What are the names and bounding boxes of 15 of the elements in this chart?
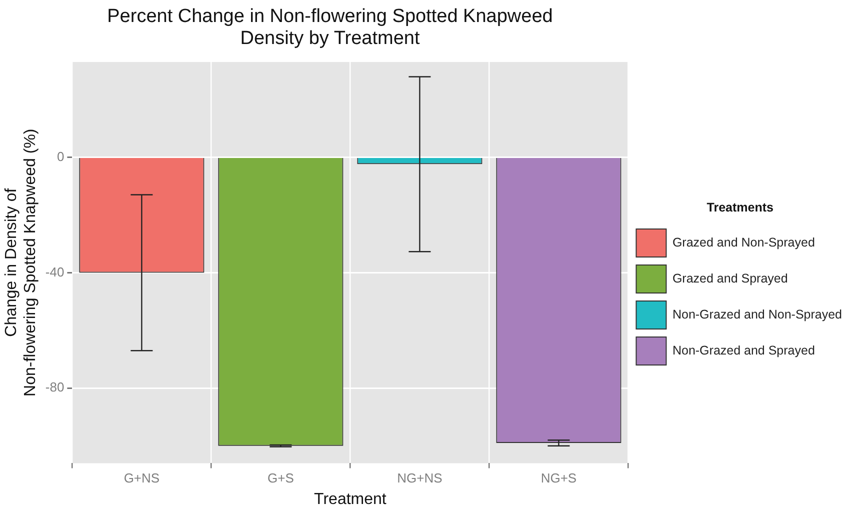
y-tick-label: 0 [56,148,64,164]
y-axis-title: Change in Density of Non-flowering Spotted Knapweed (%) [3,128,40,396]
y-tick-label: -40 [45,264,64,280]
x-tick-label: G+NS [124,470,160,486]
y-tick-label: -80 [45,380,64,395]
x-tick-label: NG+S [540,470,577,486]
legend-label: Grazed and Non-Sprayed [672,235,815,250]
legend-title: Treatments [706,200,774,215]
x-tick-label: G+S [268,470,294,486]
x-tick-label: NG+NS [397,470,443,486]
legend-label: Grazed and Sprayed [672,271,788,286]
legend-label: Non-Grazed and Sprayed [672,343,815,358]
chart-title: Percent Change in Non-flowering Spotted Knapweed Density by Treatment [106,6,554,50]
x-axis-title: Treatment [314,490,387,508]
legend-label: Non-Grazed and Non-Sprayed [672,307,842,322]
